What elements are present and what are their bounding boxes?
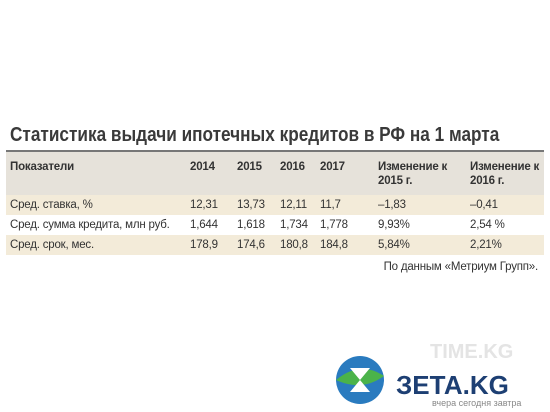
logo: TIME.KG ЗЕТА.KG вчера сегодня завтра	[336, 341, 521, 408]
table-cell: Сред. сумма кредита, млн руб.	[10, 219, 170, 231]
table-row: Сред. сумма кредита, млн руб. 1,644 1,618 1…	[6, 215, 544, 235]
logo-name: ЗЕТА.KG	[396, 370, 509, 400]
header-cell: 2014	[190, 161, 215, 173]
table-cell: 9,93%	[378, 219, 410, 231]
logo-slogan: вчера сегодня завтра	[432, 398, 521, 408]
header-cell: 2016	[280, 161, 305, 173]
table-row: Сред. срок, мес. 178,9 174,6 180,8 184,8 5,84…	[6, 235, 544, 255]
table-cell: 1,644	[190, 219, 218, 231]
table-cell: –1,83	[378, 199, 406, 211]
table-cell: 13,73	[237, 199, 265, 211]
title-rule	[6, 150, 544, 152]
table-cell: –0,41	[470, 199, 498, 211]
header-cell: Показатели	[10, 161, 74, 173]
table-cell: 1,734	[280, 219, 308, 231]
source-note: По данным «Метриум Групп».	[383, 261, 539, 273]
header-cell: 2015	[237, 161, 262, 173]
table-cell: 178,9	[190, 239, 218, 251]
table-cell: 2,54 %	[470, 219, 505, 231]
table-cell: 1,778	[320, 219, 348, 231]
table-cell: Сред. срок, мес.	[10, 239, 94, 251]
header-cell: 2017	[320, 161, 345, 173]
table-cell: Сред. ставка, %	[10, 199, 93, 211]
table-cell: 174,6	[237, 239, 265, 251]
logo-hourglass	[350, 368, 370, 392]
table-cell: 180,8	[280, 239, 308, 251]
table-cell: 5,84%	[378, 239, 410, 251]
table-cell: 11,7	[320, 199, 341, 211]
title: Статистика выдачи ипотечных кредитов в Р…	[10, 124, 500, 146]
header-cell: Изменение к 2016 г.	[470, 161, 540, 187]
logo-faint: TIME.KG	[430, 341, 513, 363]
table-cell: 12,11	[280, 199, 307, 211]
table-row: Сред. ставка, % 12,31 13,73 12,11 11,7 –1,83 –…	[6, 195, 544, 215]
table-cell: 1,618	[237, 219, 265, 231]
header-row: Показатели 2014 2015 2016 2017 Изменение к 20…	[6, 152, 544, 195]
table-cell: 2,21%	[470, 239, 502, 251]
table-cell: 12,31	[190, 199, 218, 211]
table-cell: 184,8	[320, 239, 348, 251]
header-cell: Изменение к 2015 г.	[378, 161, 448, 187]
